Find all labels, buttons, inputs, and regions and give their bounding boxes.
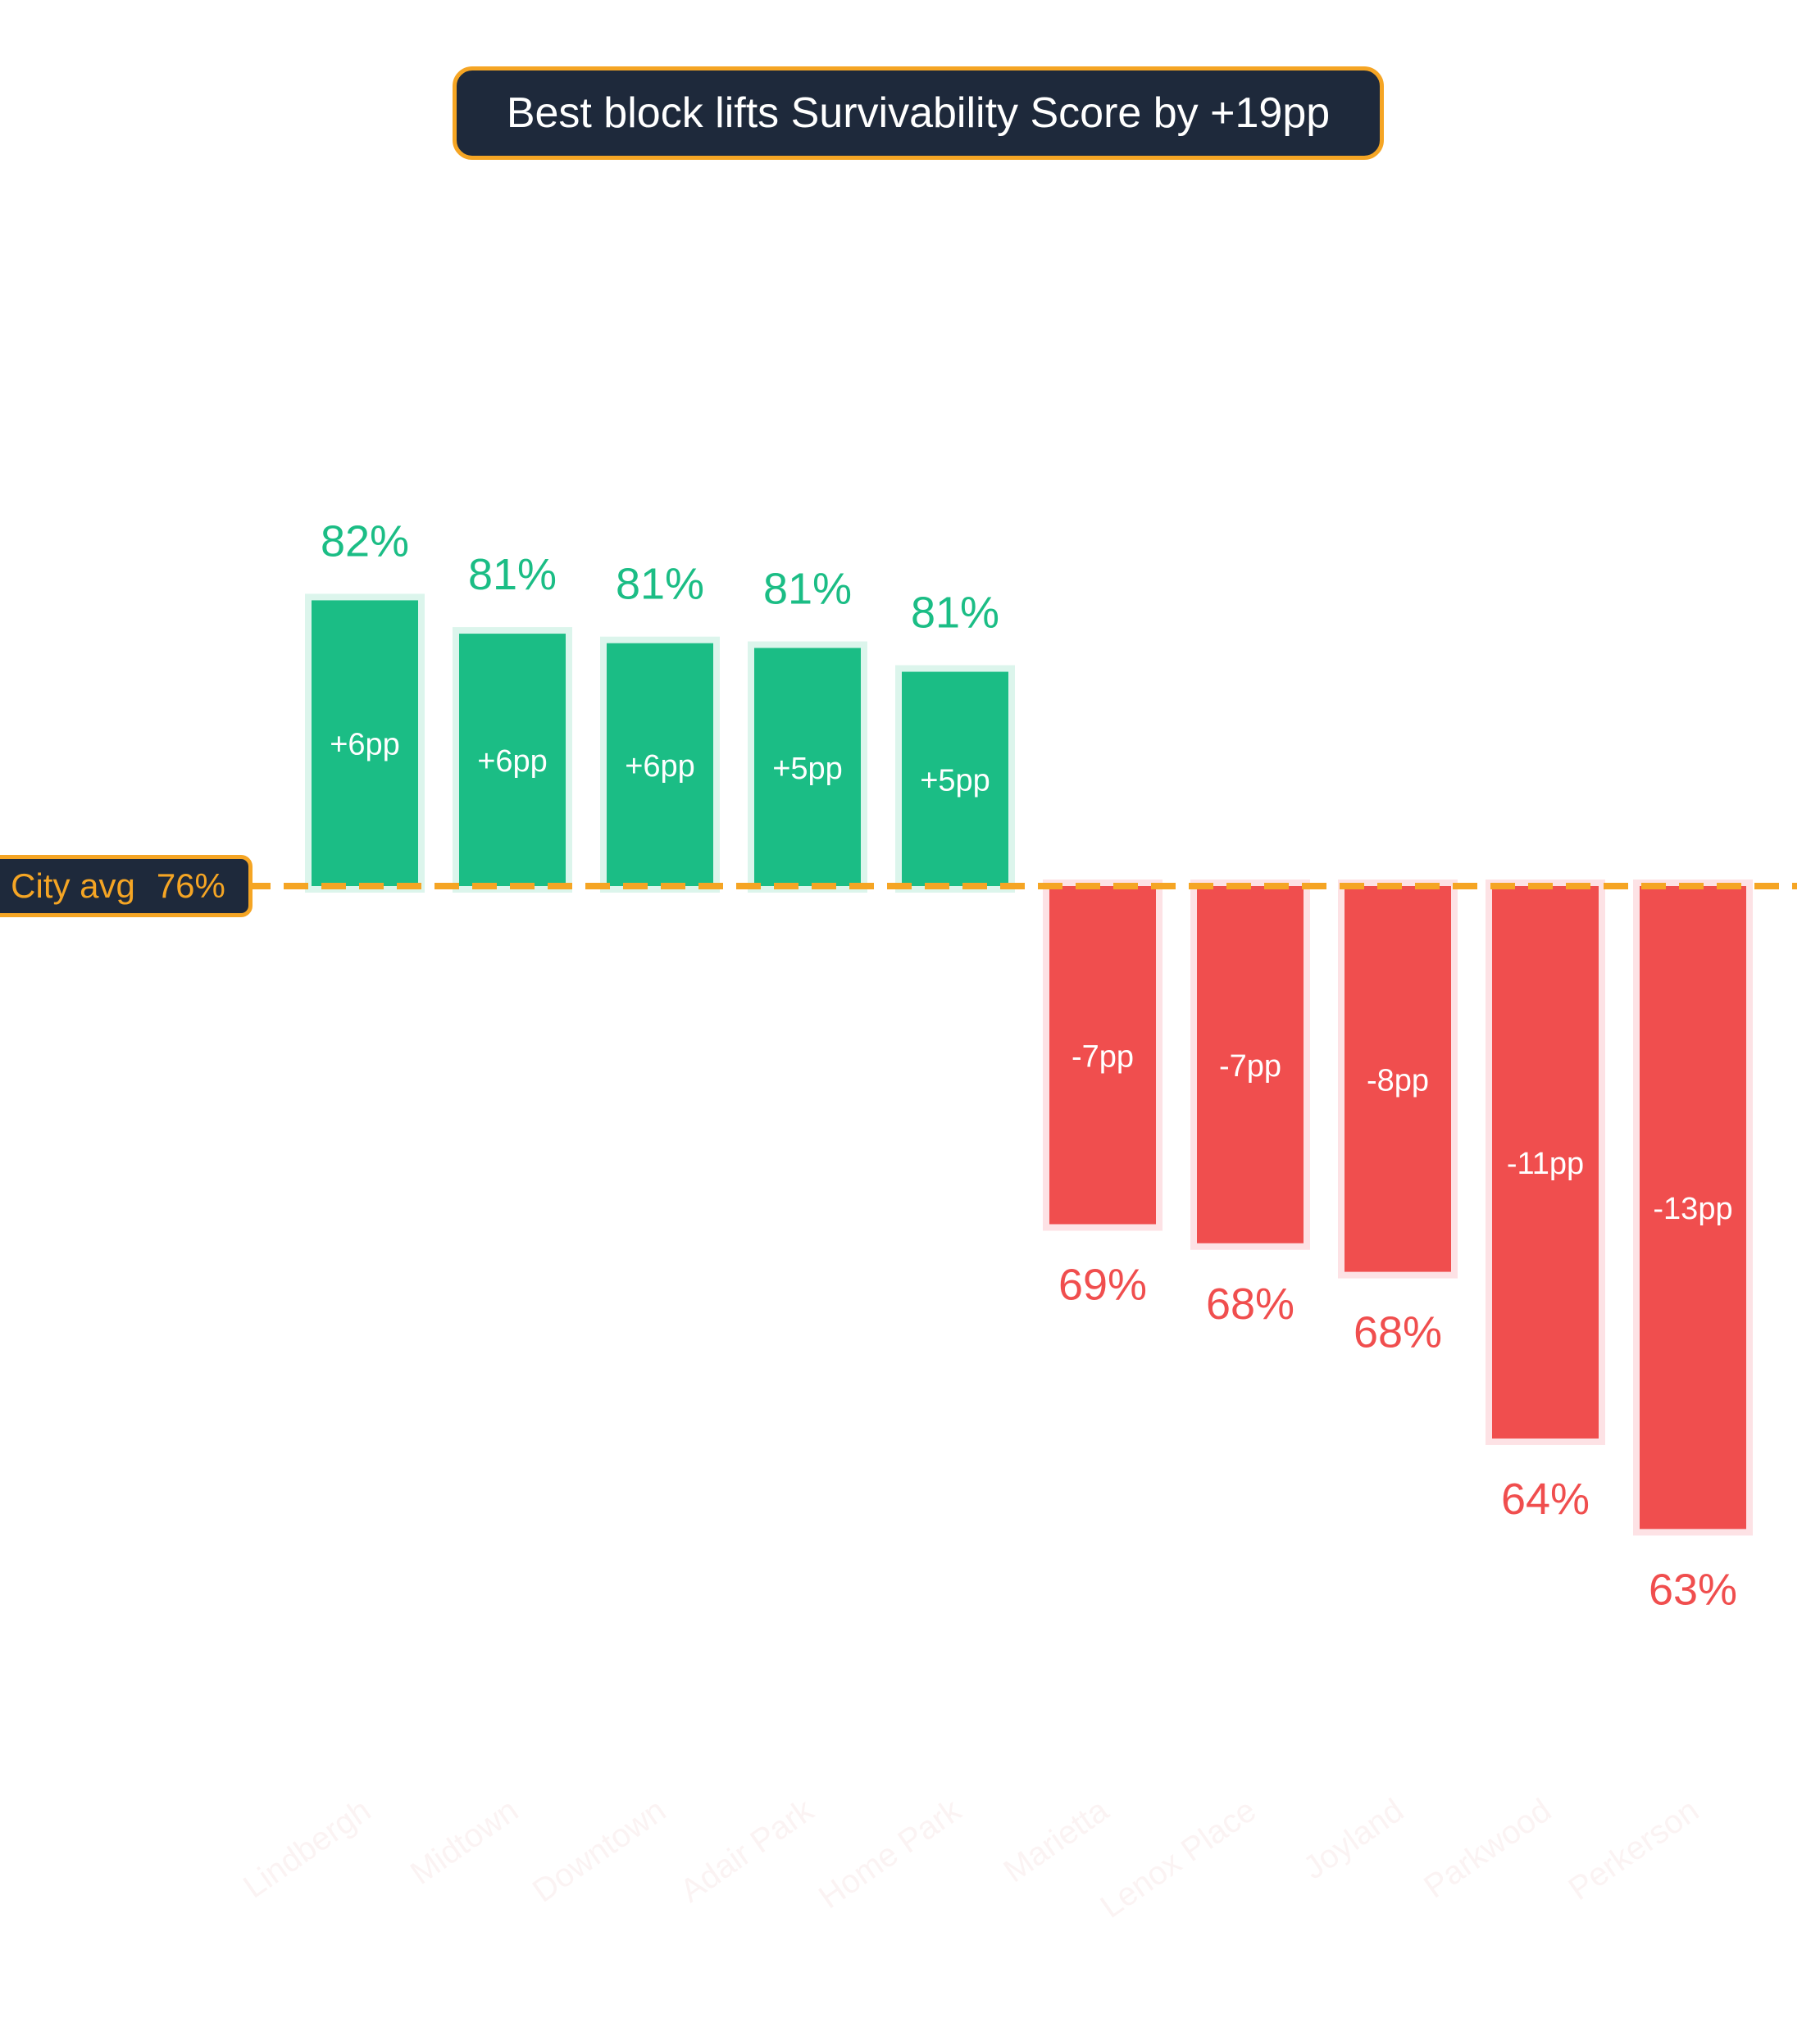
category-label: Midtown [404,1792,525,1891]
bar [607,643,713,886]
value-label: 69% [1058,1261,1147,1310]
city-average-badge: City avg 76% [0,855,253,917]
value-label: 81% [616,560,704,609]
delta-label: +5pp [920,763,990,798]
category-label: Adair Park [674,1792,821,1910]
bar [754,648,861,886]
bar [1345,886,1451,1272]
bar-labels: +6pp 82% +6pp 81% +6pp 81% +5pp 81% +5pp 81% -7pp 6… [321,516,1737,1614]
category-label: Lenox Place [1094,1792,1263,1925]
value-label: 81% [468,550,557,599]
delta-label: -7pp [1072,1039,1134,1074]
delta-label: +6pp [477,744,548,779]
value-label: 82% [321,516,409,566]
category-label: Perkerson [1563,1792,1706,1907]
bar [1049,886,1156,1225]
category-label: Parkwood [1417,1792,1558,1905]
value-label: 81% [911,589,999,638]
chart-title: Best block lifts Survivability Score by … [506,89,1331,137]
bar [1197,886,1304,1243]
value-label: 63% [1649,1565,1737,1614]
delta-label: +5pp [772,752,843,786]
delta-label: -13pp [1653,1192,1732,1226]
category-label: Home Park [812,1792,968,1916]
city-average-value: 76% [156,866,225,905]
category-label: Downtown [526,1792,672,1909]
delta-label: +6pp [330,728,400,762]
value-label: 81% [763,565,852,614]
delta-label: -7pp [1219,1049,1281,1084]
city-average-label: City avg [11,866,135,905]
bars [312,600,1746,1530]
bar [1640,886,1746,1530]
value-label: 68% [1354,1308,1442,1357]
delta-label: -11pp [1507,1147,1584,1181]
delta-label: +6pp [625,749,695,784]
value-label: 68% [1206,1280,1294,1329]
chart-title-badge: Best block lifts Survivability Score by … [453,66,1384,160]
category-label: Marietta [998,1792,1116,1889]
bar [312,600,418,886]
value-label: 64% [1501,1475,1590,1524]
category-label: Joyland [1297,1792,1410,1886]
bar [1492,886,1599,1439]
bar [459,634,566,886]
category-label: Lindbergh [237,1792,377,1905]
bar [902,671,1008,886]
delta-label: -8pp [1367,1063,1429,1098]
